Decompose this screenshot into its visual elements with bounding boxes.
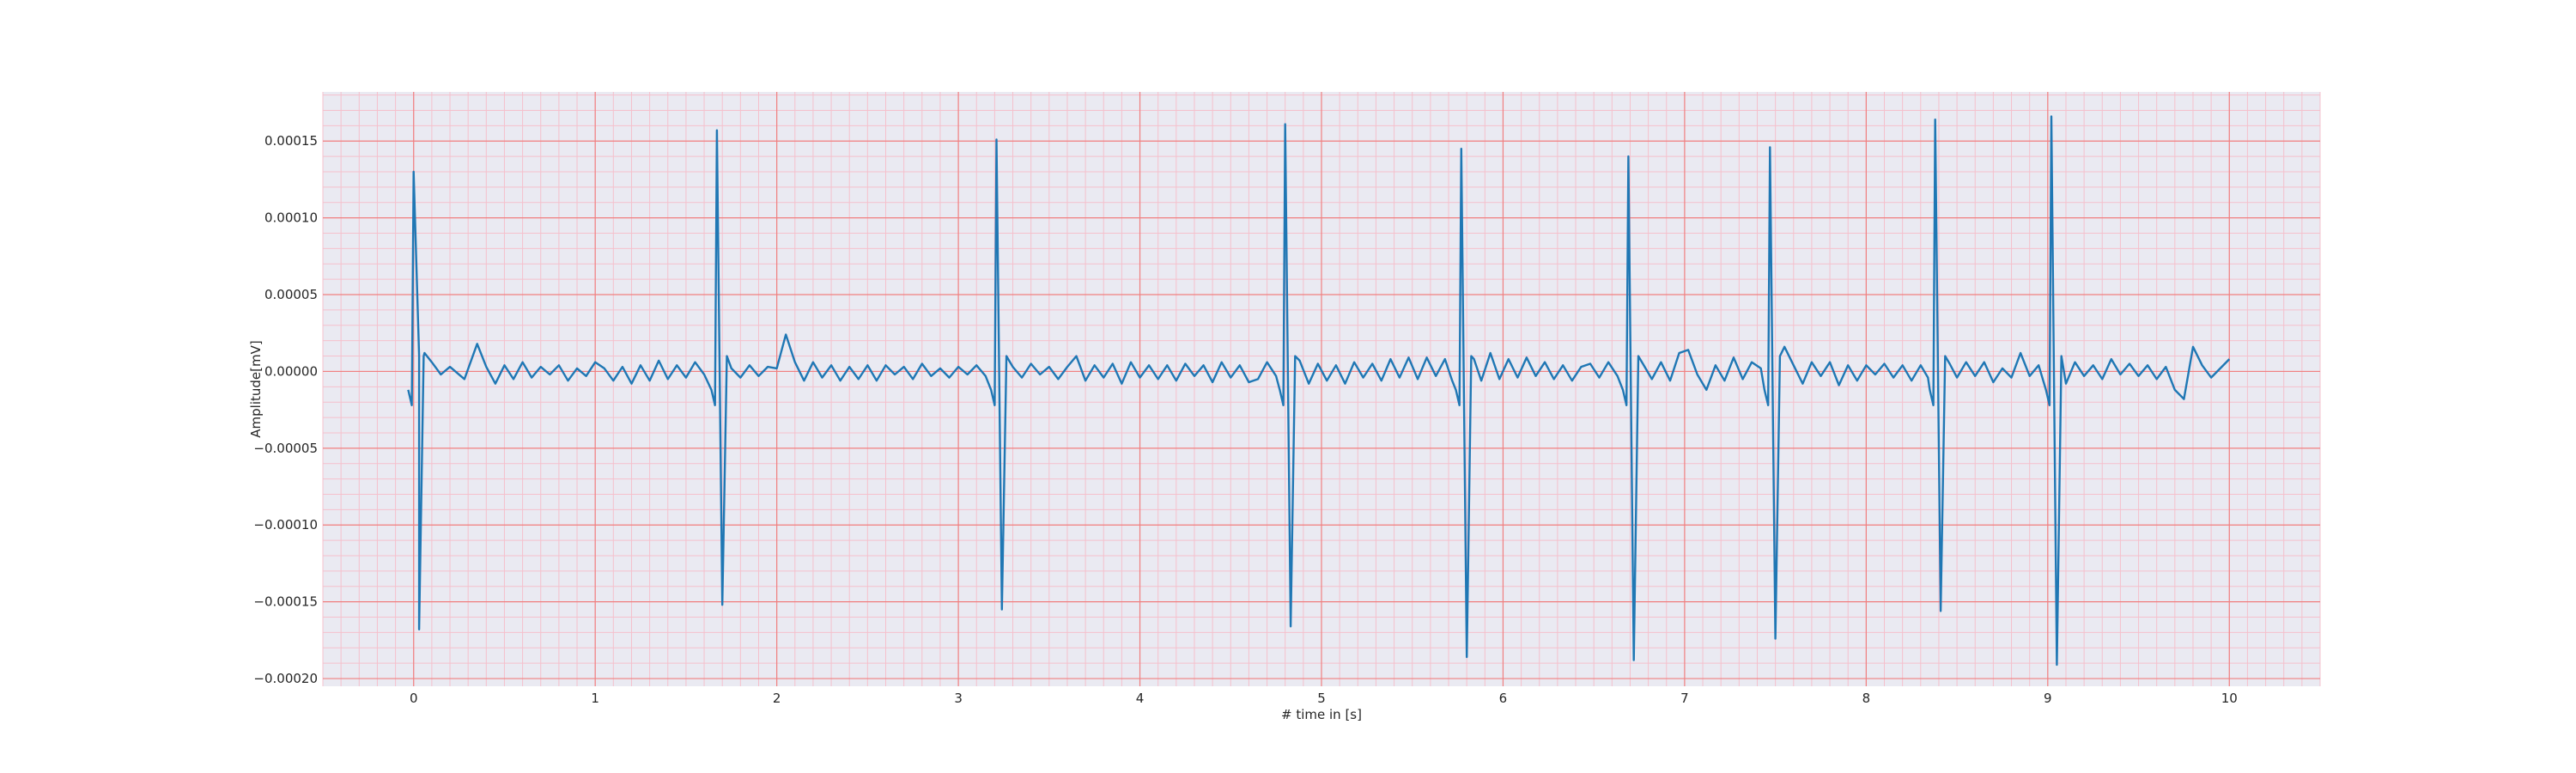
x-tick-label: 8 bbox=[1862, 691, 1871, 706]
x-tick-label: 1 bbox=[591, 691, 599, 706]
y-tick-label: 0.00010 bbox=[264, 210, 318, 226]
x-tick-label: 7 bbox=[1680, 691, 1689, 706]
x-tick-label: 6 bbox=[1499, 691, 1508, 706]
y-tick-label: −0.00010 bbox=[253, 517, 318, 533]
x-tick-label: 9 bbox=[2044, 691, 2052, 706]
x-tick-label: 4 bbox=[1136, 691, 1145, 706]
x-axis-label: # time in [s] bbox=[1281, 707, 1362, 722]
y-tick-label: −0.00020 bbox=[253, 671, 318, 686]
major-grid bbox=[323, 92, 2320, 686]
y-axis-ticks: 0.00015 0.00010 0.00005 0.00000 −0.00005 −0.0… bbox=[253, 133, 318, 686]
y-tick-label: −0.00015 bbox=[253, 594, 318, 610]
x-tick-label: 10 bbox=[2221, 691, 2238, 706]
x-tick-label: 2 bbox=[773, 691, 781, 706]
x-tick-label: 3 bbox=[954, 691, 963, 706]
x-tick-label: 5 bbox=[1317, 691, 1326, 706]
ecg-signal-line bbox=[407, 115, 2231, 666]
x-axis-ticks: 0 1 2 3 4 5 6 7 8 9 10 bbox=[410, 691, 2238, 706]
y-axis-label: Amplitude[mV] bbox=[248, 340, 264, 437]
y-tick-label: −0.00005 bbox=[253, 441, 318, 456]
y-tick-label: 0.00015 bbox=[264, 133, 318, 149]
series-layer bbox=[407, 115, 2231, 666]
y-tick-label: 0.00000 bbox=[264, 363, 318, 379]
y-tick-label: 0.00005 bbox=[264, 287, 318, 302]
x-tick-label: 0 bbox=[410, 691, 418, 706]
